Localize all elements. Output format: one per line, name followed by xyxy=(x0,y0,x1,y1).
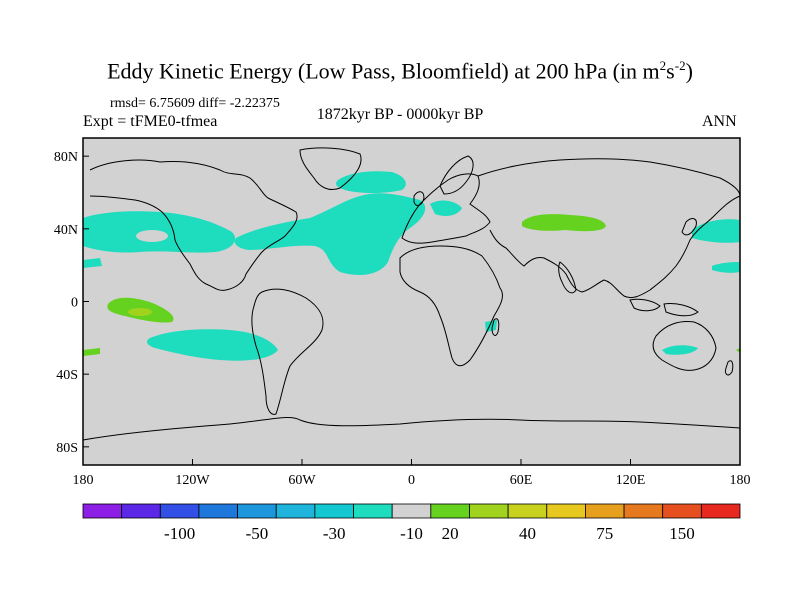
colorbar-swatch xyxy=(469,503,509,519)
experiment-label: Expt = tFME0-tfmea xyxy=(83,113,218,130)
anomaly-cyan-npac-east xyxy=(712,262,740,273)
anomaly-green-central-asia xyxy=(522,214,606,232)
colorbar-swatch xyxy=(662,503,702,519)
anomaly-cyan-europe xyxy=(430,200,462,216)
coast-japan xyxy=(681,218,697,236)
axis-ticks: 80N 40N 0 40S 80S 180 120W 60W 0 60E 120E 180 xyxy=(54,150,751,488)
anomaly-regions xyxy=(83,171,740,361)
y-tick-label: 0 xyxy=(71,296,78,311)
coast-greenland xyxy=(299,147,362,191)
plot-title: Eddy Kinetic Energy (Low Pass, Bloomfiel… xyxy=(107,58,693,84)
stats-text: rmsd= 6.75609 diff= -2.22375 xyxy=(110,96,280,111)
coast-uk xyxy=(413,191,425,206)
coast-new-zealand xyxy=(725,360,734,376)
coast-south-america xyxy=(251,288,324,415)
colorbar: -100 -50 -30 -10 20 40 75 150 xyxy=(82,503,741,543)
y-tick-label: 80S xyxy=(56,441,78,456)
colorbar-label: -100 xyxy=(164,524,195,543)
x-tick-label: 60E xyxy=(510,473,533,488)
colorbar-swatch xyxy=(623,503,664,519)
colorbar-swatch xyxy=(275,503,316,519)
x-tick-label: 120E xyxy=(616,473,646,488)
colorbar-label: 75 xyxy=(596,524,613,543)
colorbar-label: 150 xyxy=(669,524,695,543)
coastlines xyxy=(82,147,741,441)
y-tick-label: 80N xyxy=(54,150,78,165)
colorbar-label: 20 xyxy=(442,524,459,543)
colorbar-swatch xyxy=(353,503,393,519)
coast-africa xyxy=(399,245,503,367)
y-tick-label: 40N xyxy=(54,223,78,238)
coast-scandinavia xyxy=(439,155,474,195)
coast-europe xyxy=(401,173,491,244)
colorbar-swatch xyxy=(237,503,277,519)
colorbar-label: -30 xyxy=(323,524,346,543)
colorbar-swatch xyxy=(82,503,123,519)
x-tick-label: 60W xyxy=(288,473,316,488)
colorbar-label: -50 xyxy=(246,524,269,543)
anomaly-cyan-south-pacific xyxy=(147,329,278,361)
coast-australia xyxy=(652,321,717,371)
x-tick-label: 0 xyxy=(408,473,415,488)
anomaly-green-east xyxy=(736,348,740,353)
anomaly-green-south-pacific-west xyxy=(83,348,100,356)
colorbar-swatch xyxy=(546,503,586,519)
coast-india xyxy=(558,261,577,294)
colorbar-swatch xyxy=(391,503,432,519)
coast-north-america xyxy=(89,159,298,291)
coast-asia xyxy=(477,158,741,299)
colorbar-swatch xyxy=(585,503,625,519)
anomaly-lightgreen-core xyxy=(128,308,152,316)
anomaly-cyan-hawaii-strip xyxy=(83,258,102,268)
coast-madagascar xyxy=(491,318,500,336)
coast-antarctica xyxy=(82,416,741,441)
colorbar-label: -10 xyxy=(400,524,423,543)
coast-sea-islands xyxy=(629,298,699,317)
colorbar-label: 40 xyxy=(519,524,536,543)
colorbar-swatch xyxy=(198,503,238,519)
colorbar-swatch xyxy=(700,503,741,519)
season-label: ANN xyxy=(702,113,737,130)
colorbar-swatch xyxy=(314,503,354,519)
anomaly-cyan-australia xyxy=(662,345,698,355)
x-tick-label: 180 xyxy=(730,473,751,488)
map-frame: 80N 40N 0 40S 80S 180 120W 60W 0 60E 120E 180 xyxy=(54,137,751,488)
anomaly-cyan-north-atlantic xyxy=(336,171,406,193)
map-background xyxy=(83,138,740,465)
colorbar-swatch xyxy=(507,503,548,519)
x-tick-label: 180 xyxy=(73,473,94,488)
period-label: 1872kyr BP - 0000kyr BP xyxy=(316,106,484,123)
anomaly-cyan-npacific-hole xyxy=(136,230,168,242)
colorbar-swatch xyxy=(121,503,161,519)
colorbar-swatch xyxy=(159,503,200,519)
x-tick-label: 120W xyxy=(175,473,210,488)
y-tick-label: 40S xyxy=(56,368,78,383)
anomaly-cyan-atlantic xyxy=(234,193,426,275)
colorbar-swatch xyxy=(430,503,470,519)
